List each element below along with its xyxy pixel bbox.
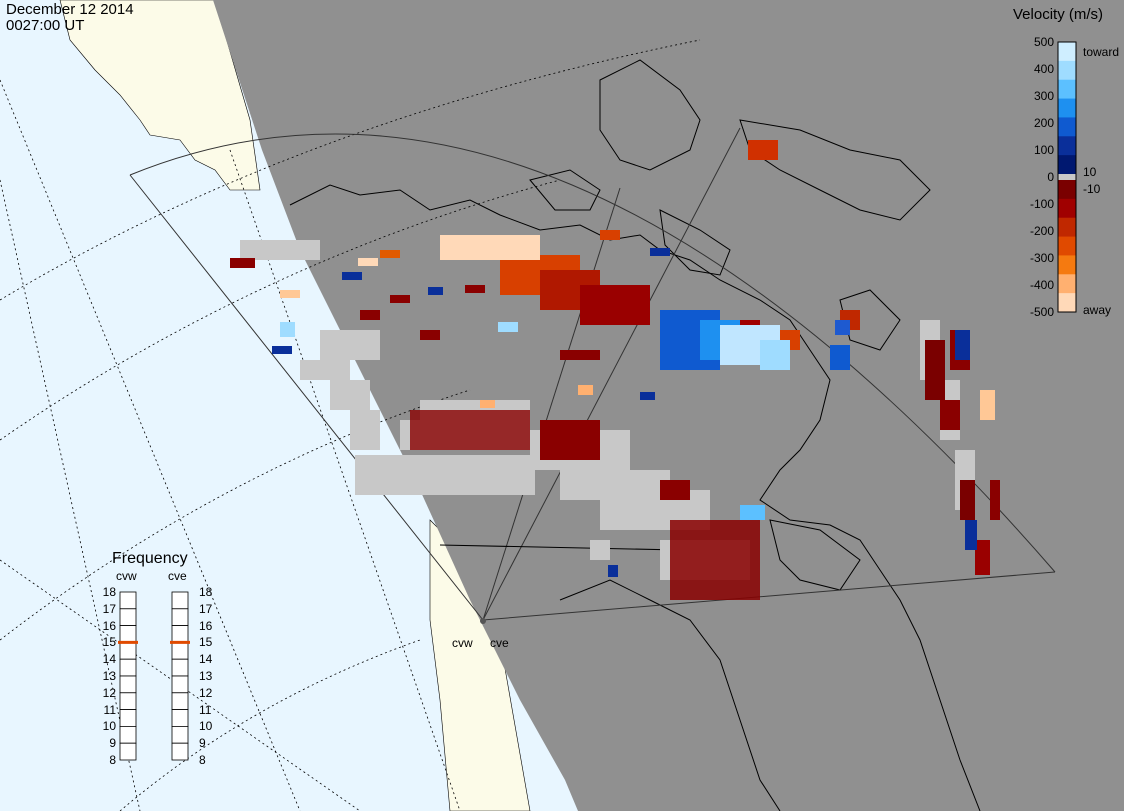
frequency-cell	[171, 709, 189, 727]
frequency-radar-2: cve	[168, 569, 187, 583]
frequency-cell	[171, 608, 189, 626]
frequency-scale-label: 8	[109, 753, 116, 767]
frequency-cell	[119, 742, 137, 761]
frequency-cell	[119, 675, 137, 694]
frequency-cell	[119, 608, 137, 626]
frequency-scale-label: 9	[109, 736, 116, 751]
inner-label-negative: -10	[1083, 182, 1101, 196]
colorbar-tick-label: 400	[1033, 62, 1054, 76]
frequency-scale-label: 18	[102, 585, 116, 599]
velocity-colorbar	[1057, 41, 1077, 313]
colorbar-segment-away	[1058, 293, 1076, 313]
colorbar-tick-label: -100	[1029, 197, 1054, 211]
colorbar-segment-away	[1058, 217, 1076, 238]
frequency-cell	[119, 642, 137, 660]
colorbar-tick-label: 300	[1033, 89, 1054, 103]
colorbar-title: Velocity (m/s)	[1013, 6, 1104, 23]
frequency-scale-label: 14	[199, 652, 213, 667]
frequency-cell	[171, 591, 189, 610]
frequency-scale-label: 13	[102, 669, 116, 683]
colorbar-segment-toward	[1058, 136, 1076, 156]
frequency-cell	[171, 625, 189, 643]
colorbar-tick-label: 0	[1047, 170, 1054, 184]
colorbar-segment-away	[1058, 274, 1076, 294]
time-label: 0027:00 UT	[6, 17, 85, 34]
frequency-scale-label: 8	[199, 753, 206, 767]
colorbar-tick-label: -300	[1029, 251, 1054, 265]
day-land	[59, 0, 261, 191]
frequency-scales	[118, 591, 190, 761]
frequency-scale-label: 17	[199, 601, 213, 616]
frequency-scale-label: 12	[199, 685, 213, 700]
night-region	[213, 0, 1124, 811]
colorbar-segment-away	[1058, 236, 1076, 256]
velocity-away-scatter	[230, 140, 1000, 600]
frequency-scale-label: 10	[102, 719, 116, 734]
frequency-cell	[171, 658, 189, 677]
frequency-cell	[171, 726, 189, 744]
away-label: away	[1083, 303, 1112, 317]
colorbar-segment-toward	[1058, 60, 1076, 81]
frequency-cell	[171, 675, 189, 694]
colorbar-segment-away	[1058, 255, 1076, 275]
velocity-toward-scatter	[272, 248, 977, 577]
colorbar-segment-ground	[1058, 174, 1076, 180]
frequency-scale-label: 9	[199, 736, 206, 751]
frequency-scale-label: 13	[199, 669, 213, 683]
colorbar-tick-label: 100	[1033, 143, 1054, 157]
frequency-cell	[171, 692, 189, 710]
colorbar-tick-label: 200	[1033, 116, 1054, 130]
border-line	[439, 544, 681, 551]
frequency-cell	[119, 726, 137, 744]
date-label: December 12 2014	[6, 1, 134, 18]
frequency-radar-1: cvw	[116, 569, 137, 583]
frequency-scale-label: 17	[102, 601, 116, 616]
frequency-cell	[119, 692, 137, 710]
frequency-scale-label: 18	[199, 585, 213, 599]
inner-label-positive: 10	[1083, 165, 1097, 179]
coastlines	[289, 59, 981, 811]
colorbar-tick-label: -500	[1029, 305, 1054, 319]
colorbar-tick-label: -400	[1029, 278, 1054, 292]
frequency-scale-label: 11	[103, 702, 116, 717]
frequency-cell	[119, 625, 137, 643]
frequency-scale-label: 16	[102, 618, 116, 633]
frequency-cell	[119, 658, 137, 677]
colorbar-segment-toward	[1058, 79, 1076, 100]
colorbar-border	[1057, 41, 1077, 313]
colorbar-segment-toward	[1058, 42, 1076, 62]
frequency-scale-label: 14	[102, 652, 116, 667]
toward-label: toward	[1083, 45, 1120, 59]
colorbar-segment-toward	[1058, 155, 1076, 175]
radar-site-marker	[480, 618, 486, 624]
colorbar-segment-away	[1058, 198, 1076, 219]
colorbar-segment-toward	[1058, 117, 1076, 137]
frequency-cell	[171, 742, 189, 761]
colorbar-segment-toward	[1058, 98, 1076, 118]
frequency-cell	[171, 642, 189, 660]
colorbar-tick-label: -200	[1029, 224, 1054, 238]
colorbar-tick-label: 500	[1033, 35, 1054, 49]
frequency-scale-label: 11	[199, 702, 212, 717]
radar-site-label-2: cve	[490, 636, 509, 650]
radar-site-label-1: cvw	[452, 636, 473, 650]
frequency-cell	[119, 709, 137, 727]
radar-field-of-view	[129, 127, 1056, 621]
frequency-title: Frequency	[112, 550, 188, 567]
frequency-scale-label: 12	[102, 685, 116, 700]
frequency-scale-label: 10	[199, 719, 213, 734]
frequency-cell	[119, 591, 137, 610]
frequency-scale-label: 15	[199, 635, 213, 650]
lat-lon-grid	[0, 39, 701, 811]
frequency-scale-label: 16	[199, 618, 213, 633]
frequency-scale-label: 15	[102, 635, 116, 650]
colorbar-segment-away	[1058, 180, 1076, 200]
